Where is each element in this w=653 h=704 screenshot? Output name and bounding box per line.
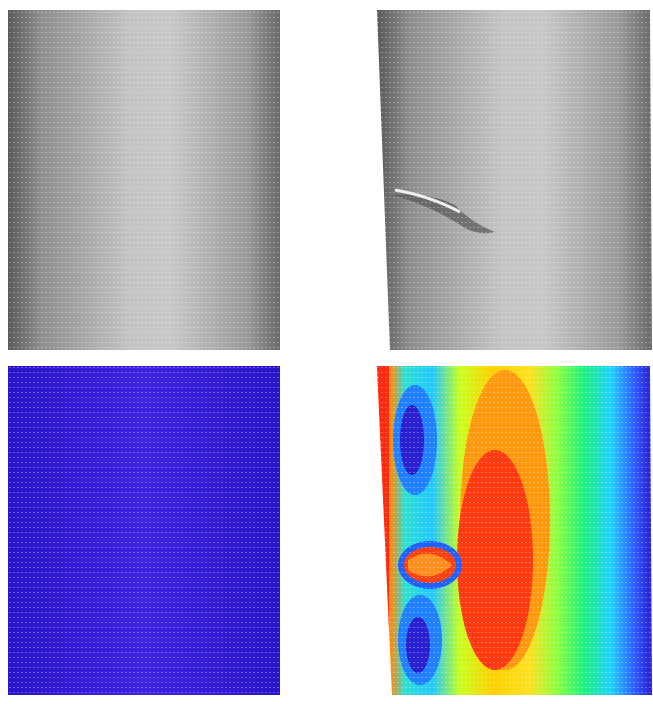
mesh [377,366,653,695]
body [0,0,653,704]
contours [377,366,653,695]
panel-stress-deformed [377,366,653,695]
mesh [8,10,280,350]
mesh [8,366,280,695]
panel-undeformed [8,10,280,350]
mesh [377,10,652,350]
page: {} html, body { margin: 0; padding: 0; b… [0,0,653,704]
figure [0,0,653,704]
panel-deformed [377,10,652,350]
panel-stress-undeformed [8,366,280,695]
